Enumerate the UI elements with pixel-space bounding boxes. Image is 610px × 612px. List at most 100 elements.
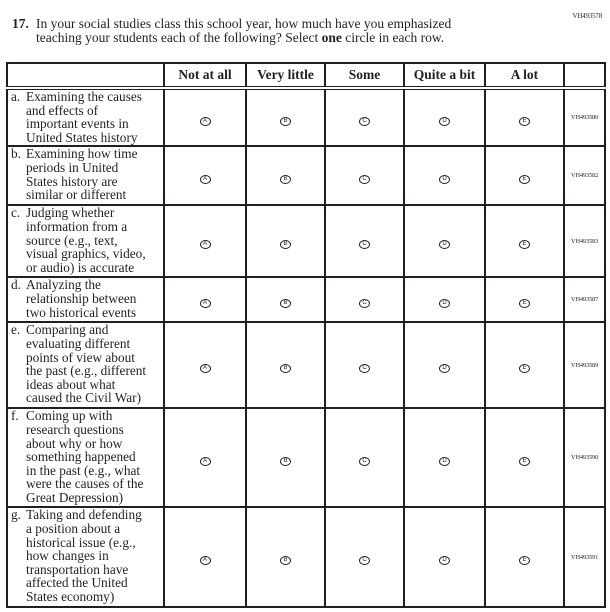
- response-bubble-d[interactable]: D: [439, 174, 450, 184]
- response-bubble-a[interactable]: A: [199, 174, 211, 184]
- response-bubble-c[interactable]: C: [359, 174, 370, 184]
- row-code: VH493580: [563, 86, 606, 148]
- option-cell: D: [403, 276, 486, 324]
- response-bubble-a[interactable]: A: [199, 556, 211, 566]
- option-cell: D: [403, 407, 486, 509]
- row-letter: f.: [11, 408, 19, 424]
- row-letter: g.: [11, 507, 21, 523]
- question-row: c. Judging whether information from a sou…: [6, 204, 606, 279]
- row-label: e. Comparing and evaluating different poi…: [6, 321, 165, 410]
- option-cell: C: [324, 86, 405, 148]
- row-code: VH493591: [563, 506, 606, 609]
- option-cell: C: [324, 276, 405, 324]
- response-bubble-c[interactable]: C: [359, 364, 370, 374]
- question-row: e. Comparing and evaluating different poi…: [6, 321, 606, 410]
- question-row: f. Coming up with research questions abou…: [6, 407, 606, 509]
- response-bubble-c[interactable]: C: [359, 240, 370, 250]
- response-bubble-e[interactable]: E: [519, 456, 530, 466]
- row-letter: b.: [11, 146, 21, 162]
- question-row: b. Examining how time periods in United S…: [6, 145, 606, 207]
- question-text-line1: In your social studies class this school…: [36, 16, 452, 31]
- header-not-at-all: Not at all: [163, 62, 247, 90]
- response-bubble-b[interactable]: B: [280, 240, 291, 250]
- option-cell: D: [403, 321, 486, 410]
- row-code: VH493583: [563, 204, 606, 279]
- response-bubble-e[interactable]: E: [519, 556, 530, 566]
- question-text-line2: teaching your students each of the follo…: [36, 30, 322, 45]
- option-cell: B: [245, 506, 326, 609]
- response-bubble-d[interactable]: D: [439, 456, 450, 466]
- response-bubble-a[interactable]: A: [199, 364, 211, 374]
- question-row: a. Examining the causes and effects of im…: [6, 86, 606, 148]
- response-bubble-d[interactable]: D: [439, 298, 450, 308]
- option-cell: B: [245, 86, 326, 148]
- item-code: VH493578: [572, 12, 602, 20]
- row-text: Coming up with research questions about …: [26, 408, 144, 505]
- response-bubble-e[interactable]: E: [519, 116, 530, 126]
- response-bubble-e[interactable]: E: [519, 174, 530, 184]
- row-letter: a.: [11, 89, 21, 104]
- header-very-little: Very little: [245, 62, 326, 90]
- header-blank: [6, 62, 165, 90]
- response-bubble-d[interactable]: D: [439, 240, 450, 250]
- option-cell: E: [484, 321, 565, 410]
- row-label: g. Taking and defending a position about …: [6, 506, 165, 609]
- row-text: Examining the causes and effects of impo…: [26, 89, 142, 145]
- row-text: Analyzing the relationship between two h…: [26, 277, 137, 320]
- response-bubble-a[interactable]: A: [199, 116, 211, 126]
- option-cell: C: [324, 204, 405, 279]
- response-bubble-b[interactable]: B: [280, 298, 291, 308]
- response-bubble-e[interactable]: E: [519, 240, 530, 250]
- option-cell: A: [163, 407, 247, 509]
- option-cell: D: [403, 86, 486, 148]
- question-number: 17.: [12, 16, 29, 31]
- row-label: f. Coming up with research questions abou…: [6, 407, 165, 509]
- option-cell: B: [245, 145, 326, 207]
- response-bubble-c[interactable]: C: [359, 116, 370, 126]
- response-bubble-b[interactable]: B: [280, 556, 291, 566]
- option-cell: A: [163, 145, 247, 207]
- row-code: VH493589: [563, 321, 606, 410]
- row-label: b. Examining how time periods in United S…: [6, 145, 165, 207]
- row-text: Judging whether information from a sourc…: [26, 205, 146, 275]
- response-bubble-e[interactable]: E: [519, 298, 530, 308]
- option-cell: C: [324, 407, 405, 509]
- row-text: Examining how time periods in United Sta…: [26, 146, 138, 203]
- response-bubble-d[interactable]: D: [439, 364, 450, 374]
- response-bubble-a[interactable]: A: [199, 456, 211, 466]
- option-cell: E: [484, 276, 565, 324]
- question-prompt: 17. In your social studies class this sch…: [12, 17, 451, 45]
- response-bubble-d[interactable]: D: [439, 116, 450, 126]
- option-cell: A: [163, 506, 247, 609]
- response-bubble-b[interactable]: B: [280, 174, 291, 184]
- question-emphasis: one: [321, 30, 342, 45]
- row-text: Comparing and evaluating different point…: [26, 322, 147, 406]
- option-cell: D: [403, 506, 486, 609]
- question-row: d. Analyzing the relationship between two…: [6, 276, 606, 324]
- header-row: Not at all Very little Some Quite a bit …: [6, 62, 606, 90]
- header-code-blank: [563, 62, 606, 90]
- row-letter: c.: [11, 205, 21, 221]
- option-cell: D: [403, 145, 486, 207]
- response-bubble-b[interactable]: B: [280, 456, 291, 466]
- header-a-lot: A lot: [484, 62, 565, 90]
- option-cell: B: [245, 276, 326, 324]
- option-cell: A: [163, 86, 247, 148]
- response-bubble-a[interactable]: A: [199, 240, 211, 250]
- option-cell: D: [403, 204, 486, 279]
- row-label: c. Judging whether information from a sou…: [6, 204, 165, 279]
- header-some: Some: [324, 62, 405, 90]
- response-bubble-d[interactable]: D: [439, 556, 450, 566]
- response-bubble-b[interactable]: B: [280, 116, 291, 126]
- question-row: g. Taking and defending a position about …: [6, 506, 606, 609]
- response-bubble-a[interactable]: A: [199, 298, 211, 308]
- option-cell: C: [324, 321, 405, 410]
- option-cell: B: [245, 407, 326, 509]
- response-bubble-b[interactable]: B: [280, 364, 291, 374]
- response-bubble-c[interactable]: C: [359, 556, 370, 566]
- row-code: VH493590: [563, 407, 606, 509]
- response-bubble-c[interactable]: C: [359, 456, 370, 466]
- response-bubble-c[interactable]: C: [359, 298, 370, 308]
- option-cell: E: [484, 506, 565, 609]
- response-bubble-e[interactable]: E: [519, 364, 530, 374]
